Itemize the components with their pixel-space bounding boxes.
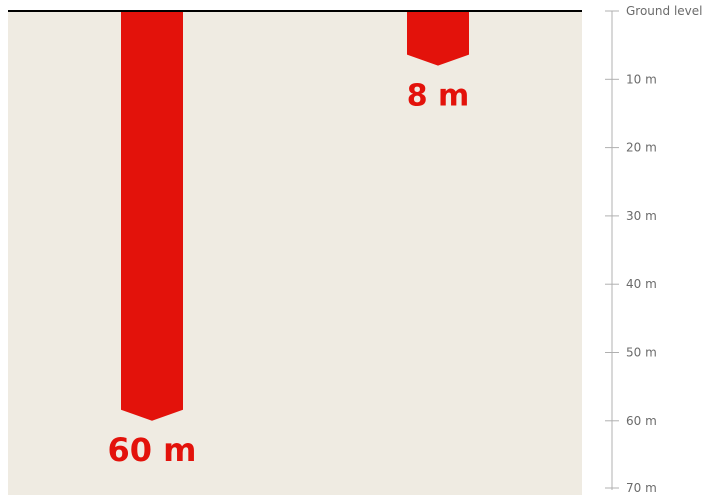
depth-bar-1 [121,11,183,421]
depth-bar-2 [407,11,469,66]
depth-axis: Ground level 10 m 20 m 30 m 40 m 50 m 60 m 70 m [605,4,703,495]
bar-labels: 60 m 8 m [107,79,469,469]
tick-label-0: Ground level [626,4,703,18]
tick-label-5: 50 m [626,346,657,360]
tick-label-3: 30 m [626,209,657,223]
depth-label-1: 60 m [107,431,196,469]
tick-label-2: 20 m [626,141,657,155]
tick-label-1: 10 m [626,72,657,86]
tick-label-6: 60 m [626,414,657,428]
tick-label-7: 70 m [626,481,657,495]
depth-axis-ticks: Ground level 10 m 20 m 30 m 40 m 50 m 60 m 70 m [605,4,703,495]
bars [121,11,469,421]
plot-background [8,11,582,495]
depth-label-2: 8 m [407,79,470,114]
tick-label-4: 40 m [626,277,657,291]
